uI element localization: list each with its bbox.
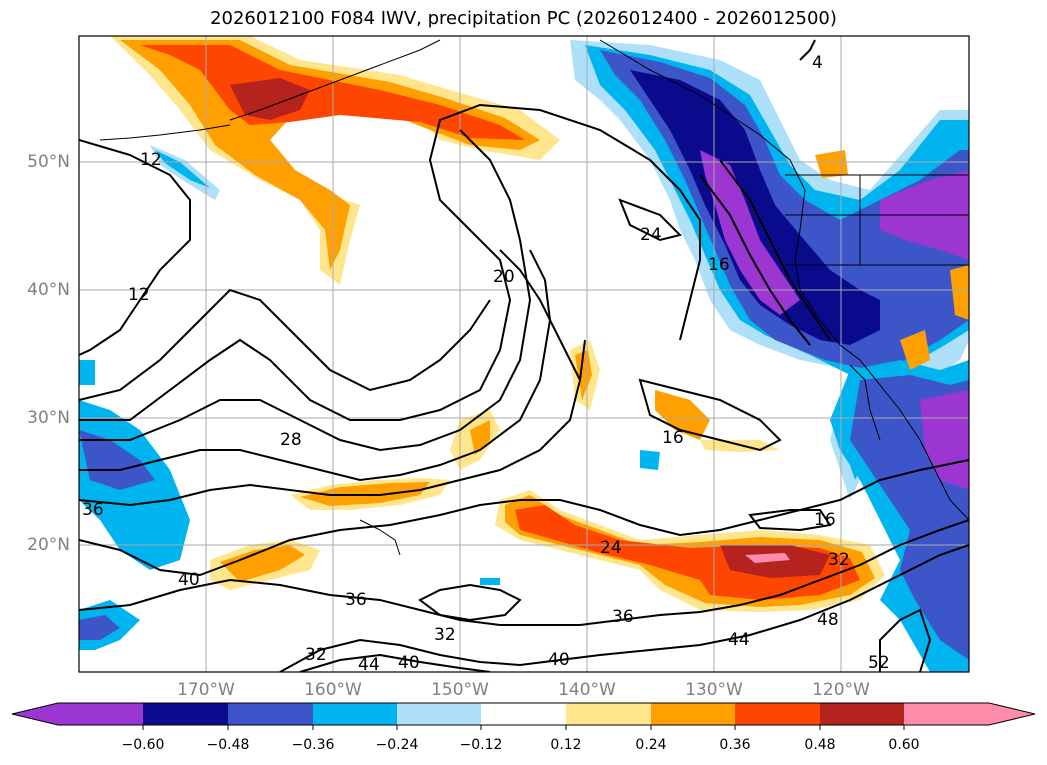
contour-label: 36: [612, 607, 634, 627]
colorbar-swatch: [143, 703, 228, 725]
colorbar-swatch: [820, 703, 904, 725]
colorbar-swatch: [651, 703, 735, 725]
contour-label: 24: [600, 538, 622, 558]
contour-label: 40: [548, 650, 570, 670]
lat-label-20n: 20°N: [27, 535, 70, 555]
colorbar-swatch: [735, 703, 820, 725]
colorbar-tick-label: 0.48: [804, 737, 836, 753]
colorbar-swatch: [228, 703, 313, 725]
colorbar-tick-label: −0.12: [459, 737, 503, 753]
contour-label: 20: [493, 267, 515, 287]
map-figure: 4 12 12 16 16 16 20 24 24 28 32 32 32 36…: [78, 35, 970, 675]
contour-label: 16: [814, 510, 836, 530]
contour-label: 52: [868, 653, 890, 673]
lat-label-30n: 30°N: [27, 408, 70, 428]
map-gridlines: [79, 36, 969, 672]
contour-label: 44: [728, 630, 750, 650]
iwv-contours: [79, 39, 969, 672]
colorbar-swatch: [481, 703, 566, 725]
colorbar-extend-right: [989, 703, 1035, 725]
lat-label-50n: 50°N: [27, 152, 70, 172]
contour-label: 48: [817, 610, 839, 630]
contour-label: 44: [358, 655, 380, 675]
lon-label-160w: 160°W: [304, 680, 362, 700]
lon-label-150w: 150°W: [431, 680, 489, 700]
colorbar-outline: [11, 702, 1036, 726]
colorbar-tick-label: 0.12: [550, 737, 582, 753]
colorbar-tick-label: −0.60: [121, 737, 165, 753]
colorbar-swatch: [904, 703, 989, 725]
colorbar-tick-label: −0.48: [206, 737, 250, 753]
map-frame: [78, 35, 970, 673]
contour-label-layer: 4 12 12 16 16 16 20 24 24 28 32 32 32 36…: [82, 53, 890, 675]
contour-label: 24: [640, 225, 662, 245]
precip-shading: [79, 36, 969, 672]
contour-label: 32: [434, 625, 456, 645]
contour-label: 12: [128, 285, 150, 305]
contour-label: 32: [305, 645, 327, 665]
contour-label: 4: [812, 53, 823, 73]
colorbar-swatch: [566, 703, 651, 725]
colorbar-tick-label: 0.24: [635, 737, 667, 753]
contour-label: 40: [178, 570, 200, 590]
map-title: 2026012100 F084 IWV, precipitation PC (2…: [210, 8, 837, 29]
contour-label: 16: [662, 428, 684, 448]
contour-label: 16: [708, 255, 730, 275]
contour-label: 36: [345, 590, 367, 610]
contour-label: 12: [140, 150, 162, 170]
lon-label-120w: 120°W: [812, 680, 870, 700]
colorbar-ticks: [142, 725, 905, 730]
contour-label: 40: [398, 653, 420, 673]
contour-label: 28: [280, 430, 302, 450]
colorbar-tick-label: 0.60: [888, 737, 920, 753]
colorbar-tick-label: 0.36: [719, 737, 751, 753]
contour-label: 32: [828, 550, 850, 570]
colorbar-extend-left: [12, 703, 58, 725]
lat-label-40n: 40°N: [27, 280, 70, 300]
lon-label-130w: 130°W: [685, 680, 743, 700]
contour-label: 36: [82, 500, 104, 520]
lon-label-170w: 170°W: [177, 680, 235, 700]
lon-label-140w: 140°W: [558, 680, 616, 700]
colorbar-tick-label: −0.24: [375, 737, 419, 753]
colorbar-swatch: [397, 703, 481, 725]
colorbar-swatch: [313, 703, 397, 725]
coastlines: [99, 39, 969, 556]
colorbar-swatch: [58, 703, 143, 725]
colorbar-tick-label: −0.36: [291, 737, 335, 753]
